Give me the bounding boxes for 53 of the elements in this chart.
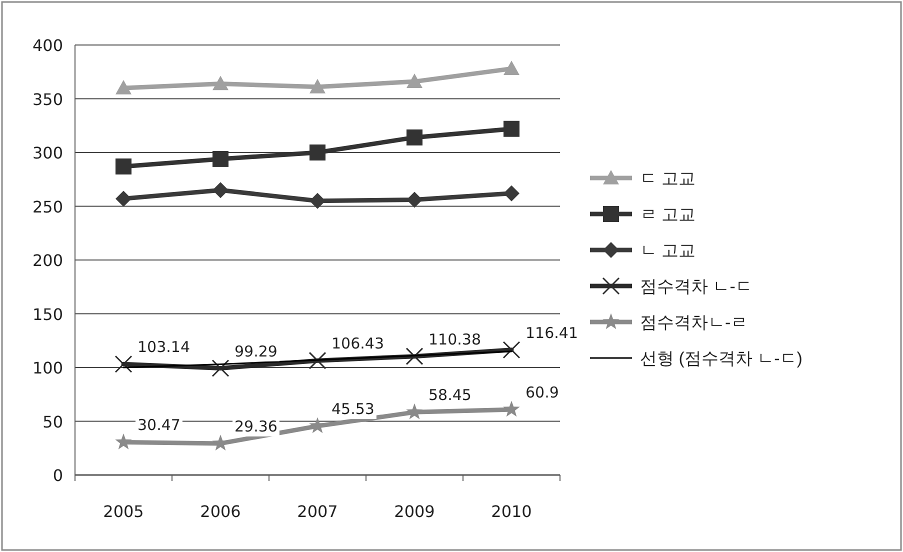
point	[212, 150, 228, 167]
data-label: 30.47	[138, 416, 180, 434]
legend-label: ㄷ 고교	[640, 169, 696, 188]
data-label: 116.41	[526, 324, 578, 342]
point	[503, 400, 520, 417]
legend-label: ㄴ 고교	[640, 241, 696, 260]
data-label: 103.14	[138, 338, 190, 356]
y-tick-label: 100	[32, 358, 63, 378]
point	[116, 80, 132, 94]
data-label: 110.38	[428, 330, 481, 348]
x-tick-label: 2010	[491, 502, 532, 521]
data-label: 29.36	[234, 417, 278, 436]
y-tick-label: 50	[42, 412, 63, 432]
point	[212, 360, 230, 378]
point	[406, 74, 422, 88]
y-tick-label: 0	[52, 466, 63, 485]
x-tick-label: 2006	[200, 502, 241, 521]
point	[504, 60, 520, 76]
y-tick-label: 400	[32, 36, 63, 55]
y-tick-label: 300	[32, 144, 63, 162]
legend-label: 점수격차 ㄴ-ㄷ	[640, 277, 752, 296]
point	[310, 78, 326, 94]
point	[114, 355, 132, 373]
data-label: 58.45	[428, 386, 472, 404]
point	[504, 185, 520, 202]
x-tick-label: 2007	[297, 502, 338, 521]
x-tick-label: 2009	[394, 502, 435, 521]
point	[308, 352, 326, 370]
point	[406, 348, 424, 366]
point	[504, 120, 520, 137]
legend-label: ㄹ 고교	[640, 205, 696, 224]
point	[115, 433, 132, 450]
point	[116, 190, 132, 207]
legend-label: 선형 (점수격차 ㄴ-ㄷ)	[640, 349, 802, 368]
data-label: 106.43	[332, 334, 384, 353]
point	[310, 144, 326, 160]
y-tick-label: 350	[32, 90, 63, 109]
point	[406, 192, 422, 208]
point	[502, 341, 520, 359]
legend-label: 점수격차ㄴ-ㄹ	[640, 313, 748, 332]
data-label: 99.29	[234, 342, 278, 360]
data-label: 45.53	[332, 400, 374, 418]
point	[406, 403, 423, 420]
y-tick-label: 200	[32, 251, 63, 270]
y-tick-label: 250	[32, 197, 63, 216]
point	[406, 129, 422, 146]
x-tick-label: 2005	[103, 502, 144, 521]
point	[116, 158, 132, 174]
data-label: 60.9	[526, 384, 559, 402]
point	[212, 76, 228, 90]
y-tick-label: 150	[32, 304, 63, 324]
point	[212, 182, 228, 198]
point	[310, 192, 326, 209]
